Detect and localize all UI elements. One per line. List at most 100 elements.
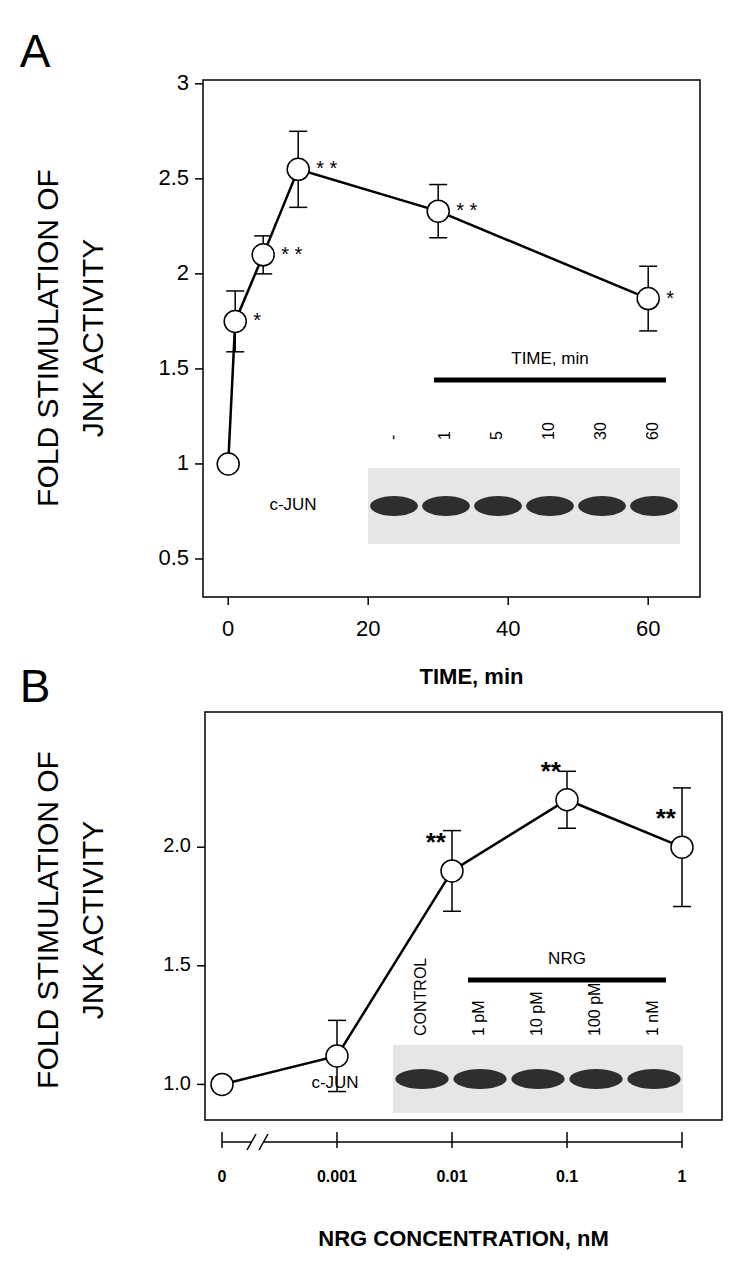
- x-tick-label: 0.1: [556, 1168, 578, 1185]
- x-tick-label: 0.01: [436, 1168, 467, 1185]
- y-tick: [195, 83, 203, 85]
- error-cap: [254, 273, 272, 275]
- blot-band: [422, 496, 470, 516]
- data-point: [211, 1073, 233, 1095]
- error-cap: [673, 787, 691, 789]
- x-tick-label: 0.001: [317, 1168, 357, 1185]
- error-cap: [226, 290, 244, 292]
- significance-label: *: [253, 309, 261, 331]
- blot-background: [368, 468, 680, 544]
- blot-bar: [434, 378, 666, 383]
- y-tick-label: 3: [177, 70, 189, 95]
- y-tick: [195, 273, 203, 275]
- x-tick-label: 40: [496, 616, 520, 641]
- y-tick: [195, 368, 203, 370]
- error-cap: [639, 266, 657, 268]
- data-point: [556, 789, 578, 811]
- error-cap: [673, 906, 691, 908]
- blot-lane-label: CONTROL: [412, 958, 429, 1036]
- y-tick: [195, 178, 203, 180]
- y-axis-label: JNK ACTIVITY: [76, 821, 109, 1019]
- significance-label: * *: [456, 199, 477, 221]
- blot-band: [453, 1069, 506, 1089]
- x-tick: [227, 597, 229, 605]
- blot-row-label: c-JUN: [269, 495, 316, 514]
- data-point: [224, 310, 246, 332]
- data-layer: [211, 771, 693, 1095]
- error-cap: [443, 911, 461, 913]
- x-tick: [647, 597, 649, 605]
- y-axis-label: FOLD STIMULATION OF: [31, 169, 64, 507]
- y-tick: [197, 846, 205, 848]
- blot-row-label: c-JUN: [311, 1073, 358, 1092]
- data-point: [671, 836, 693, 858]
- error-cap: [289, 131, 307, 133]
- figure: A FOLD STIMULATION OF JNK ACTIVITY 0.5 1 1.5 2…: [0, 0, 742, 1280]
- blot-lane-label: 1: [436, 431, 453, 440]
- blot-lane-label: 100 pM: [586, 983, 603, 1036]
- y-tick: [197, 965, 205, 967]
- x-axis: [264, 1141, 682, 1143]
- blot-background: [393, 1045, 683, 1113]
- y-tick-label: 1.5: [163, 953, 191, 975]
- x-tick: [336, 1132, 338, 1148]
- x-tick-label: 1: [678, 1168, 687, 1185]
- x-tick: [566, 1132, 568, 1148]
- x-tick: [681, 1132, 683, 1148]
- blot-band: [474, 496, 522, 516]
- significance-label: **: [656, 803, 677, 833]
- panel-label: A: [20, 25, 51, 77]
- data-layer: [217, 131, 659, 475]
- data-point: [427, 200, 449, 222]
- data-line: [222, 800, 682, 1085]
- x-tick-label: 60: [636, 616, 660, 641]
- x-axis-label: NRG CONCENTRATION, nM: [318, 1226, 608, 1251]
- data-line: [228, 169, 648, 464]
- significance-label: * *: [281, 243, 302, 265]
- blot-bar: [468, 978, 666, 983]
- blot-lane-label: -: [384, 435, 401, 440]
- axis-break: [259, 1134, 268, 1150]
- blot-lane-label: 1 nM: [644, 1000, 661, 1036]
- significance-label: **: [426, 827, 447, 857]
- x-tick: [221, 1132, 223, 1148]
- blot-bar-label: TIME, min: [511, 349, 588, 368]
- x-tick-label: 20: [356, 616, 380, 641]
- x-tick: [507, 597, 509, 605]
- data-point: [326, 1045, 348, 1067]
- plot-frame: [203, 80, 700, 597]
- error-cap: [226, 351, 244, 353]
- error-cap: [328, 1020, 346, 1022]
- x-tick: [451, 1132, 453, 1148]
- blot-band: [627, 1069, 680, 1089]
- blot-lane-label: 60: [644, 422, 661, 440]
- data-point: [441, 860, 463, 882]
- blot-lane-label: 5: [488, 431, 505, 440]
- blot-band: [630, 496, 678, 516]
- x-tick-label: 0: [222, 616, 234, 641]
- blot-lane-label: 10 pM: [528, 992, 545, 1036]
- y-tick-label: 0.5: [158, 545, 189, 570]
- y-tick: [195, 558, 203, 560]
- panel-0: AFOLD STIMULATION OFJNK ACTIVITY0.511.52…: [20, 25, 700, 689]
- y-tick: [197, 1084, 205, 1086]
- blot-bar-label: NRG: [548, 949, 586, 968]
- x-axis-label: TIME, min: [420, 664, 524, 689]
- y-tick-label: 1: [177, 450, 189, 475]
- y-tick-label: 2: [177, 260, 189, 285]
- error-cap: [289, 207, 307, 209]
- error-cap: [328, 1091, 346, 1093]
- y-tick-label: 2.0: [163, 834, 191, 856]
- error-cap: [558, 827, 576, 829]
- error-cap: [639, 330, 657, 332]
- y-axis-label: FOLD STIMULATION OF: [31, 751, 64, 1089]
- blot-lane-label: 10: [540, 422, 557, 440]
- blot-lane-label: 30: [592, 422, 609, 440]
- plot-frame: [205, 712, 722, 1120]
- x-tick-label: 0: [218, 1168, 227, 1185]
- inset-blot: c-JUNCONTROL1 pM10 pM100 pM1 nMNRG: [311, 949, 683, 1113]
- panel-1: BFOLD STIMULATION OFJNK ACTIVITY1.01.52.…: [20, 660, 722, 1251]
- x-tick: [367, 597, 369, 605]
- y-tick: [195, 463, 203, 465]
- y-axis-label: JNK ACTIVITY: [76, 239, 109, 437]
